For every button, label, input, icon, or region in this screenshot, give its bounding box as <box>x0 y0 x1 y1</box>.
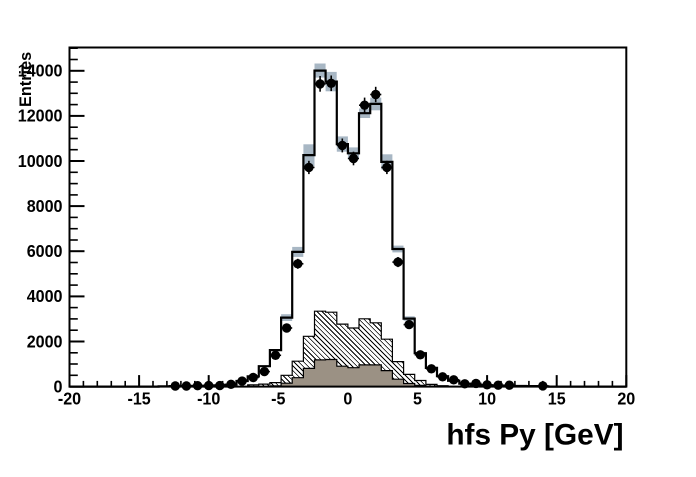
svg-text:0: 0 <box>54 377 63 397</box>
svg-text:15: 15 <box>548 389 566 409</box>
svg-text:-5: -5 <box>271 389 285 409</box>
svg-text:-20: -20 <box>58 389 81 409</box>
svg-text:4000: 4000 <box>27 287 63 307</box>
svg-text:14000: 14000 <box>18 61 63 81</box>
svg-text:-15: -15 <box>127 389 150 409</box>
svg-text:hfs Py [GeV]: hfs Py [GeV] <box>446 419 623 452</box>
svg-text:10000: 10000 <box>18 151 63 171</box>
svg-text:-10: -10 <box>197 389 220 409</box>
svg-text:20: 20 <box>617 389 635 409</box>
svg-text:Entries: Entries <box>17 52 35 107</box>
svg-text:6000: 6000 <box>27 241 63 261</box>
svg-text:5: 5 <box>413 389 422 409</box>
svg-text:10: 10 <box>478 389 496 409</box>
svg-text:2000: 2000 <box>27 332 63 352</box>
svg-text:12000: 12000 <box>18 106 63 126</box>
svg-text:0: 0 <box>343 389 352 409</box>
svg-text:8000: 8000 <box>27 196 63 216</box>
